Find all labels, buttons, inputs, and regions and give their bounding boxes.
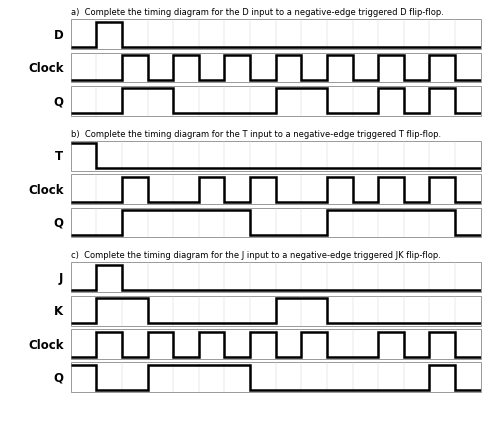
Text: Q: Q <box>54 216 63 230</box>
Text: Q: Q <box>54 371 63 384</box>
Text: Clock: Clock <box>28 183 63 196</box>
Text: T: T <box>55 150 63 163</box>
Text: c)  Complete the timing diagram for the J input to a negative-edge triggered JK : c) Complete the timing diagram for the J… <box>71 251 441 260</box>
Text: K: K <box>54 304 63 318</box>
Text: Q: Q <box>54 95 63 108</box>
Text: b)  Complete the timing diagram for the T input to a negative-edge triggered T f: b) Complete the timing diagram for the T… <box>71 130 441 138</box>
Text: D: D <box>54 28 63 42</box>
Text: Clock: Clock <box>28 62 63 75</box>
Text: J: J <box>59 271 63 284</box>
Text: Clock: Clock <box>28 338 63 351</box>
Text: a)  Complete the timing diagram for the D input to a negative-edge triggered D f: a) Complete the timing diagram for the D… <box>71 8 444 17</box>
